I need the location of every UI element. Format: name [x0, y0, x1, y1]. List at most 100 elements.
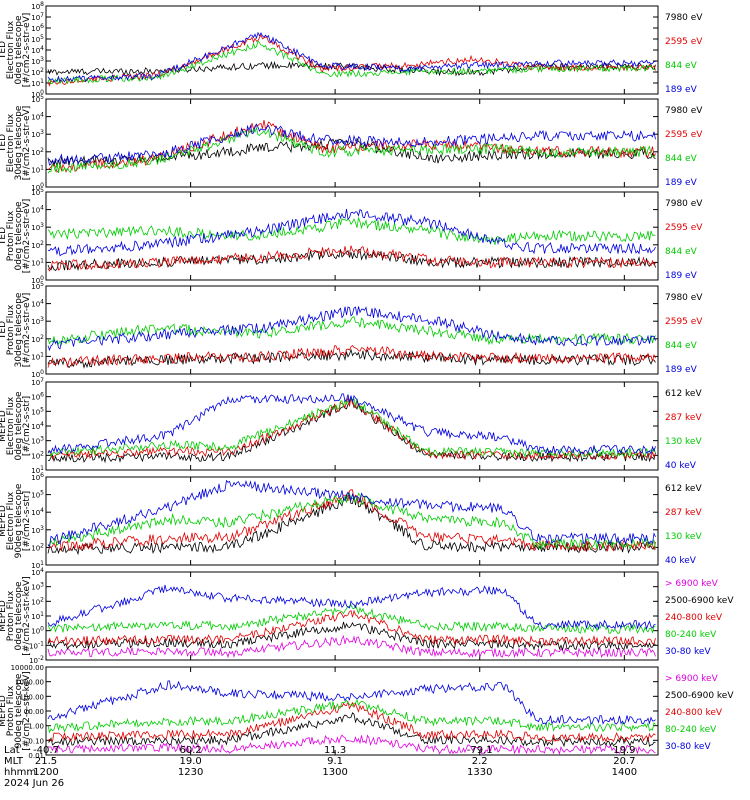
series-line: [47, 208, 656, 257]
y-tick-label: 101: [31, 351, 44, 361]
series-line: [47, 479, 656, 547]
x-axis-value: 19.9: [613, 745, 635, 756]
y-axis-label: MEPEDElectron Flux90deg telescope[#/cm2-…: [0, 483, 32, 558]
y-tick-label: 101: [31, 465, 44, 475]
series-line: [47, 680, 656, 725]
x-axis-value: 1230: [178, 767, 203, 778]
legend-entry: 7980 eV: [665, 106, 703, 116]
y-tick-label: 108: [31, 1, 44, 11]
x-axis-value: 60.2: [179, 745, 201, 756]
x-axis-value: -40.7: [33, 745, 59, 756]
y-tick-label: 10-2: [29, 655, 44, 665]
series-line: [47, 494, 656, 556]
series-line: [47, 119, 656, 173]
y-tick-label: 102: [31, 240, 44, 250]
x-row-label-lat: Lat: [4, 745, 20, 756]
panel-frame: [45, 476, 659, 566]
y-tick-label: 104: [31, 45, 44, 55]
y-tick-label: 105: [31, 187, 44, 197]
y-tick-label: 103: [31, 316, 44, 326]
y-tick-label: 105: [31, 490, 44, 500]
x-axis-value: 1200: [33, 767, 58, 778]
y-tick-label: 102: [31, 450, 44, 460]
y-tick-label: 103: [31, 222, 44, 232]
y-tick-label: 103: [31, 436, 44, 446]
panel-frame: [45, 285, 659, 375]
y-tick-label: 102: [31, 542, 44, 552]
y-tick-label: 101: [31, 560, 44, 570]
series-line: [47, 245, 656, 272]
legend-entry: 2595 eV: [665, 317, 703, 327]
y-axis-label: TEDProton Flux30deg telescope[#/cm2-s-st…: [0, 292, 32, 367]
y-tick-label: 104: [31, 299, 44, 309]
y-tick-label: 100.00: [20, 693, 45, 701]
series-line: [47, 621, 656, 652]
legend-entry: 189 eV: [665, 271, 698, 281]
legend-entry: 40 keV: [665, 461, 697, 471]
y-tick-label: 101: [31, 164, 44, 174]
legend-entry: 80-240 keV: [665, 725, 717, 735]
x-axis-value: 2.2: [472, 756, 488, 767]
x-axis-value: 1400: [612, 767, 637, 778]
series-line: [47, 216, 656, 245]
legend-entry: 130 keV: [665, 532, 702, 542]
panel-8: 10000.00 1000.00 100.00 10.00 1.00 0.10 0.01 ME…: [0, 664, 734, 760]
y-tick-label: 103: [31, 582, 44, 592]
y-axis-label: MEPEDProton Flux90deg telescope[#/cm2-s-…: [0, 671, 32, 750]
series-line: [47, 393, 656, 455]
y-tick-label: 100: [31, 89, 44, 99]
y-tick-label: 0.01: [28, 752, 44, 760]
legend-entry: 30-80 keV: [665, 647, 711, 657]
series-line: [47, 39, 656, 85]
y-tick-label: 102: [31, 596, 44, 606]
panel-5: 107 106 105 104 103 102 101 MEPEDElectron Flux0…: [0, 377, 702, 475]
y-tick-label: 105: [31, 34, 44, 44]
x-row-label-hhmm: hhmm: [4, 767, 36, 778]
series-line: [47, 123, 656, 166]
y-tick-label: 10-1: [29, 640, 44, 650]
series-line: [47, 489, 656, 553]
y-tick-label: 101: [31, 611, 44, 621]
legend-entry: 189 eV: [665, 85, 698, 95]
series-line: [47, 700, 656, 743]
y-tick-label: 103: [31, 129, 44, 139]
series-line: [47, 31, 656, 84]
legend-entry: 30-80 keV: [665, 742, 711, 752]
legend-entry: 40 keV: [665, 556, 697, 566]
series-line: [47, 609, 656, 647]
y-tick-label: 100: [31, 275, 44, 285]
y-tick-label: 107: [31, 12, 44, 22]
legend-entry: 2595 eV: [665, 37, 703, 47]
series-line: [47, 634, 656, 659]
legend-entry: 612 keV: [665, 484, 702, 494]
x-axis-value: 1330: [467, 767, 492, 778]
y-tick-label: 104: [31, 421, 44, 431]
x-axis-footer: Lat MLT hhmm 2024 Jun 26 -40.7 60.2 11.3 -7…: [4, 745, 637, 789]
panel-2: 105 104 103 102 101 100 TEDElectron Flux30deg …: [0, 94, 703, 192]
y-tick-label: 106: [31, 392, 44, 402]
legend-entry: 844 eV: [665, 341, 698, 351]
y-axis-label: TEDProton Flux0deg telescope[#/cm2-s-str…: [0, 199, 32, 274]
y-tick-label: 10000.00: [11, 664, 44, 672]
y-tick-label: 105: [31, 94, 44, 104]
y-tick-label: 106: [31, 23, 44, 33]
legend-entry: > 6900 keV: [665, 674, 719, 684]
y-tick-label: 105: [31, 281, 44, 291]
legend-entry: 189 eV: [665, 365, 698, 375]
series-line: [47, 248, 656, 272]
legend-entry: 240-800 keV: [665, 708, 723, 718]
y-tick-label: 1.00: [28, 723, 44, 731]
series-line: [47, 344, 656, 369]
y-tick-label: 100: [31, 369, 44, 379]
legend-entry: 2500-6900 keV: [665, 596, 734, 606]
y-tick-label: 102: [31, 67, 44, 77]
y-axis-label: MEPEDElectron Flux0deg telescope[#/cm2-s…: [0, 391, 32, 461]
x-axis-value: 21.5: [35, 756, 57, 767]
panel-6: 106 105 104 103 102 101 MEPEDElectron Flux90de…: [0, 472, 702, 570]
series-line: [47, 126, 656, 174]
y-axis-label: MEPEDProton Flux0deg telescope[#/cm2-s-s…: [0, 576, 32, 655]
series-line: [47, 698, 656, 734]
